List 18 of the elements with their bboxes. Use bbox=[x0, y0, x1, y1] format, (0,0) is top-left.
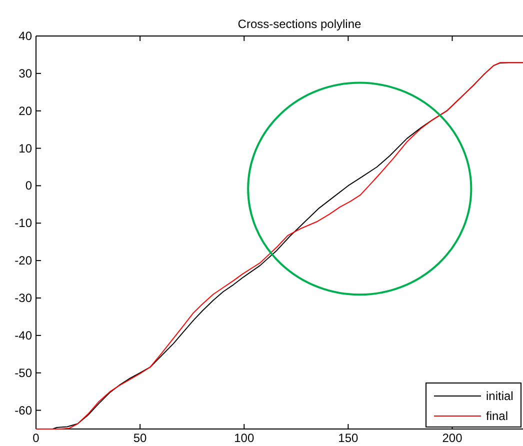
x-tick-label: 200 bbox=[442, 431, 463, 445]
legend-label: initial bbox=[486, 389, 514, 403]
y-tick-label: -20 bbox=[14, 254, 32, 268]
y-tick-label: -30 bbox=[14, 291, 32, 305]
legend-label: final bbox=[486, 409, 508, 423]
x-tick-label: 100 bbox=[234, 431, 254, 445]
y-tick-label: -40 bbox=[14, 328, 32, 342]
y-tick-label: 0 bbox=[25, 178, 32, 193]
x-tick-label: 50 bbox=[133, 431, 148, 445]
y-tick-label: 40 bbox=[18, 29, 32, 43]
y-tick-label: -50 bbox=[14, 366, 32, 380]
x-tick-label: 150 bbox=[338, 431, 359, 445]
y-tick-label: 20 bbox=[18, 104, 32, 118]
y-tick-label: -60 bbox=[14, 403, 32, 418]
y-tick-label: 30 bbox=[18, 66, 32, 80]
y-tick-label: -10 bbox=[14, 216, 32, 230]
y-tick-label: 10 bbox=[18, 141, 32, 156]
chart-title: Cross-sections polyline bbox=[238, 17, 362, 31]
